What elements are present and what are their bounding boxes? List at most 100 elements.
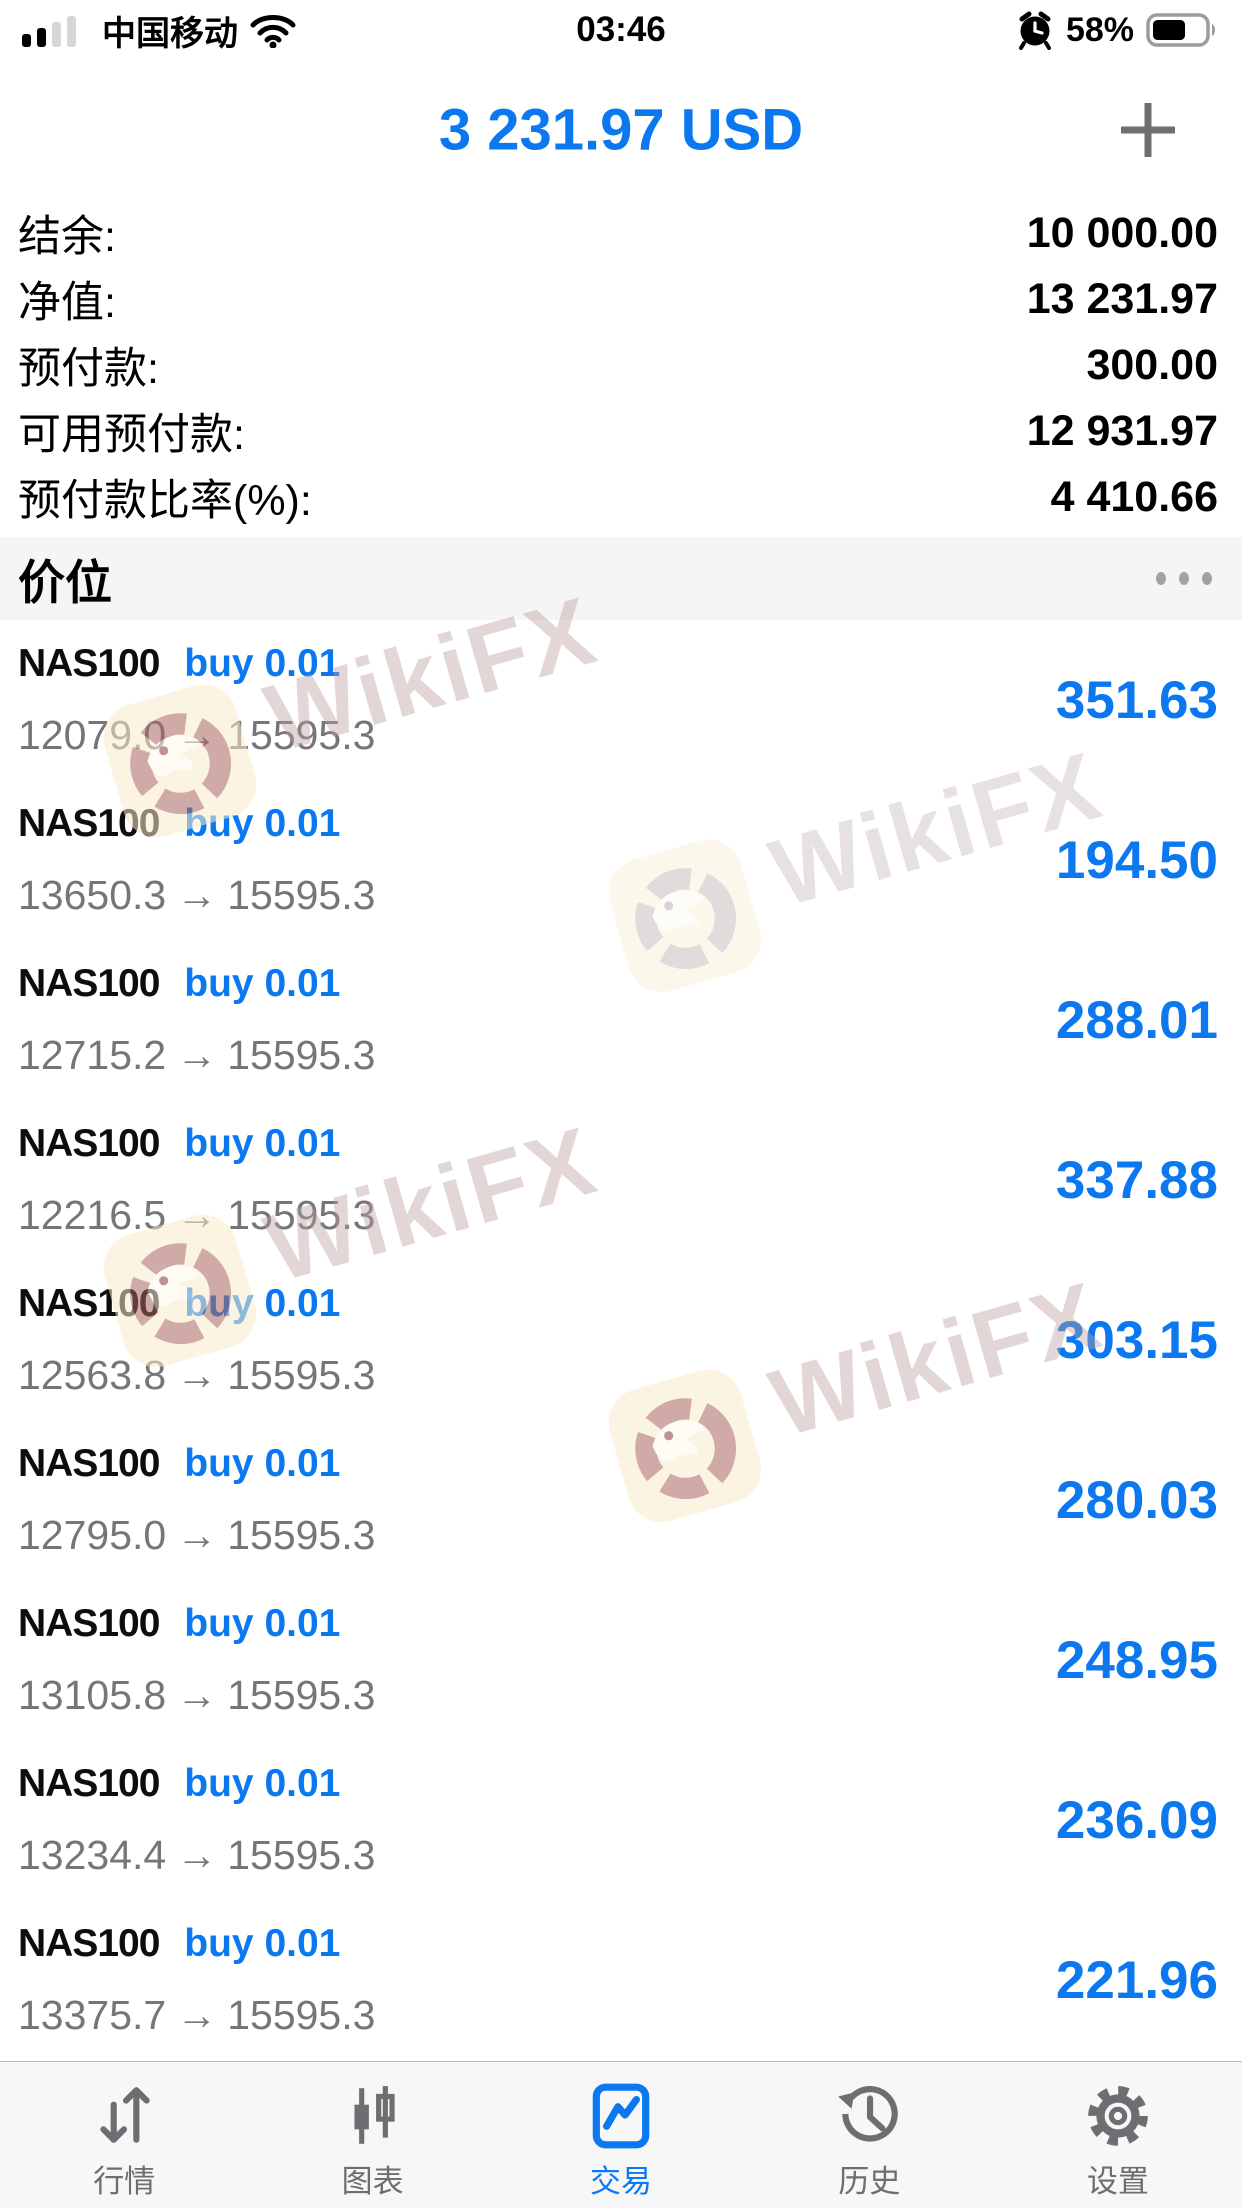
position-side-volume: buy 0.01	[184, 1762, 340, 1805]
tab-settings[interactable]: 设置	[994, 2062, 1242, 2208]
position-side: buy	[184, 1122, 254, 1165]
position-volume: 0.01	[264, 1122, 341, 1165]
position-side-volume: buy 0.01	[184, 642, 340, 685]
position-row[interactable]: NAS100 buy 0.01 13375.7 → 15595.3 221.96	[0, 1900, 1242, 2060]
tab-quotes[interactable]: 行情	[0, 2062, 248, 2208]
position-symbol: NAS100	[18, 802, 160, 845]
more-dots-icon[interactable]	[1156, 562, 1212, 595]
position-title: NAS100 buy 0.01	[18, 642, 340, 686]
position-profit: 288.01	[1055, 991, 1218, 1050]
status-bar: 中国移动 03:46 58%	[0, 0, 1242, 60]
position-row[interactable]: NAS100 buy 0.01 12563.8 → 15595.3 303.15	[0, 1260, 1242, 1420]
position-prices: 13375.7 → 15595.3	[18, 1992, 375, 2039]
position-side-volume: buy 0.01	[184, 962, 340, 1005]
position-row[interactable]: NAS100 buy 0.01 12216.5 → 15595.3 337.88	[0, 1100, 1242, 1260]
account-label: 预付款:	[18, 345, 159, 393]
position-profit: 248.95	[1055, 1631, 1218, 1690]
position-prices: 13105.8 → 15595.3	[18, 1672, 375, 1719]
floating-profit-total: 3 231.97 USD	[438, 97, 804, 163]
position-volume: 0.01	[264, 1762, 341, 1805]
open-price: 13650.3	[18, 872, 167, 918]
position-row[interactable]: NAS100 buy 0.01 13650.3 → 15595.3 194.50	[0, 780, 1242, 940]
account-value: 13 231.97	[1026, 274, 1218, 323]
current-price: 15595.3	[227, 712, 376, 758]
current-price: 15595.3	[227, 1512, 376, 1558]
arrow-right-icon: →	[176, 1672, 218, 1718]
settings-gear-icon	[1087, 2086, 1148, 2146]
account-row-equity: 净值: 13 231.97	[0, 266, 1242, 332]
position-title: NAS100 buy 0.01	[18, 962, 340, 1006]
position-title: NAS100 buy 0.01	[18, 1602, 340, 1646]
account-value: 12 931.97	[1026, 406, 1218, 455]
position-title: NAS100 buy 0.01	[18, 1922, 340, 1966]
account-label: 结余:	[18, 213, 116, 261]
position-title: NAS100 buy 0.01	[18, 802, 340, 846]
tab-charts[interactable]: 图表	[248, 2062, 496, 2208]
status-left: 中国移动	[22, 6, 296, 55]
position-symbol: NAS100	[18, 1282, 160, 1325]
position-prices: 12216.5 → 15595.3	[18, 1192, 375, 1239]
position-prices: 13234.4 → 15595.3	[18, 1832, 375, 1879]
arrow-right-icon: →	[176, 872, 218, 918]
tab-label: 历史	[838, 2164, 901, 2199]
position-side: buy	[184, 1922, 254, 1965]
alarm-clock-icon	[1018, 11, 1051, 50]
position-profit: 337.88	[1055, 1151, 1218, 1210]
position-volume: 0.01	[264, 642, 341, 685]
tab-label: 行情	[93, 2164, 156, 2199]
arrow-right-icon: →	[176, 1512, 218, 1558]
position-side-volume: buy 0.01	[184, 1282, 340, 1325]
account-label: 预付款比率(%):	[18, 477, 312, 525]
arrow-right-icon: →	[176, 1832, 218, 1878]
current-price: 15595.3	[227, 1032, 376, 1078]
position-title: NAS100 buy 0.01	[18, 1762, 340, 1806]
position-row[interactable]: NAS100 buy 0.01 12715.2 → 15595.3 288.01	[0, 940, 1242, 1100]
candlestick-chart-icon	[354, 2086, 395, 2144]
current-price: 15595.3	[227, 1352, 376, 1398]
open-price: 12563.8	[18, 1352, 167, 1398]
position-side: buy	[184, 1282, 254, 1325]
position-prices: 12563.8 → 15595.3	[18, 1352, 375, 1399]
new-order-button[interactable]	[1118, 100, 1178, 160]
position-symbol: NAS100	[18, 1122, 160, 1165]
position-volume: 0.01	[264, 962, 341, 1005]
current-price: 15595.3	[227, 1992, 376, 2038]
account-row-margin-level: 预付款比率(%): 4 410.66	[0, 464, 1242, 530]
positions-section-header: 价位	[0, 537, 1242, 620]
account-row-balance: 结余: 10 000.00	[0, 200, 1242, 266]
trade-header: 3 231.97 USD	[0, 60, 1242, 200]
position-symbol: NAS100	[18, 1602, 160, 1645]
position-side-volume: buy 0.01	[184, 1442, 340, 1485]
position-volume: 0.01	[264, 1922, 341, 1965]
position-side: buy	[184, 962, 254, 1005]
position-profit: 303.15	[1055, 1311, 1218, 1370]
carrier-label: 中国移动	[102, 14, 238, 53]
position-title: NAS100 buy 0.01	[18, 1122, 340, 1166]
trade-chart-icon	[592, 2083, 650, 2149]
position-symbol: NAS100	[18, 1442, 160, 1485]
position-row[interactable]: NAS100 buy 0.01 13234.4 → 15595.3 236.09	[0, 1740, 1242, 1900]
position-side-volume: buy 0.01	[184, 1602, 340, 1645]
account-value: 300.00	[1086, 340, 1218, 389]
position-prices: 12079.0 → 15595.3	[18, 712, 375, 759]
account-summary: 结余: 10 000.00 净值: 13 231.97 预付款: 300.00 …	[0, 200, 1242, 530]
wifi-icon	[250, 15, 296, 48]
tab-history[interactable]: 历史	[745, 2062, 993, 2208]
position-row[interactable]: NAS100 buy 0.01 12079.0 → 15595.3 351.63	[0, 620, 1242, 780]
positions-list: NAS100 buy 0.01 12079.0 → 15595.3 351.63 N…	[0, 620, 1242, 2060]
position-volume: 0.01	[264, 1602, 341, 1645]
position-row[interactable]: NAS100 buy 0.01 12795.0 → 15595.3 280.03	[0, 1420, 1242, 1580]
position-prices: 12795.0 → 15595.3	[18, 1512, 375, 1559]
position-row[interactable]: NAS100 buy 0.01 13105.8 → 15595.3 248.95	[0, 1580, 1242, 1740]
position-prices: 12715.2 → 15595.3	[18, 1032, 375, 1079]
arrow-right-icon: →	[176, 1192, 218, 1238]
position-side-volume: buy 0.01	[184, 1122, 340, 1165]
tab-trade[interactable]: 交易	[497, 2062, 745, 2208]
account-value: 10 000.00	[1026, 208, 1218, 257]
position-side: buy	[184, 642, 254, 685]
open-price: 12795.0	[18, 1512, 167, 1558]
tab-label: 设置	[1086, 2164, 1149, 2199]
bottom-tab-bar: 行情 图表 交易 历史 设置	[0, 2061, 1242, 2208]
status-right: 58%	[1016, 10, 1220, 50]
position-side: buy	[184, 1762, 254, 1805]
